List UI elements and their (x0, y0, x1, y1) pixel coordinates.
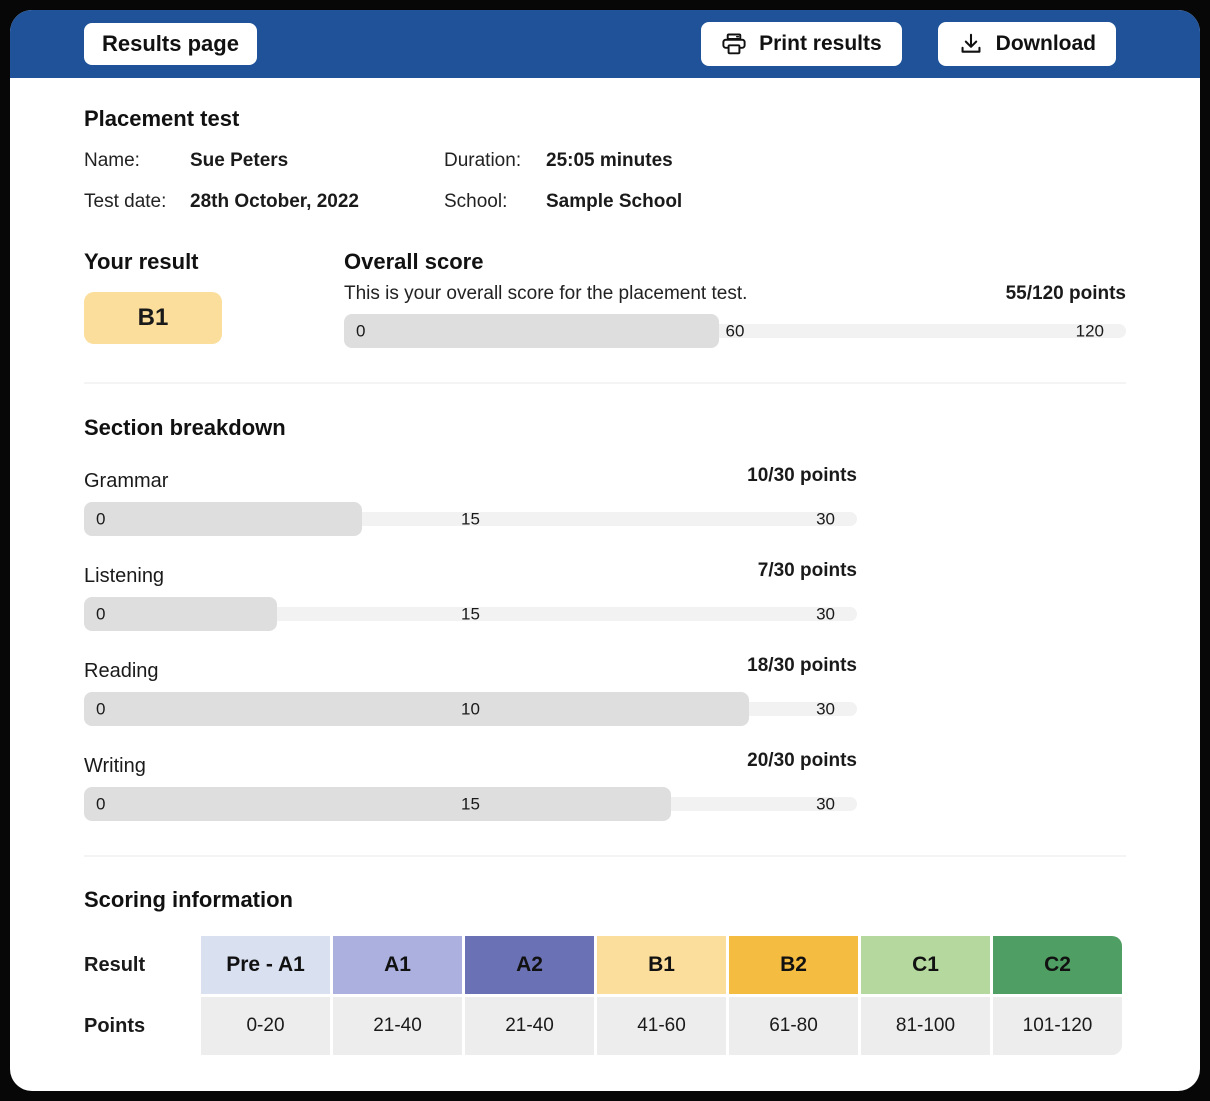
section-bar-mid-label: 10 (461, 699, 480, 719)
points-cell: 101-120 (993, 997, 1122, 1055)
section-bar-min-label: 0 (96, 604, 106, 624)
section-points-value: 20/30 points (747, 750, 857, 771)
duration-value: 25:05 minutes (546, 150, 673, 171)
result-cell: A2 (465, 936, 594, 994)
points-cell: 0-20 (201, 997, 330, 1055)
section-bar-mid-label: 15 (461, 604, 480, 624)
section-bar-max-label: 30 (816, 509, 835, 529)
section-score-block: Grammar 10/30 points 0 15 30 (84, 465, 857, 536)
points-cell: 21-40 (465, 997, 594, 1055)
header-actions: Print results Download (701, 22, 1116, 66)
section-bar-fill (84, 692, 749, 726)
section-score-block: Writing 20/30 points 0 15 30 (84, 750, 857, 821)
section-score-bar: 0 10 30 (84, 692, 857, 726)
section-bar-max-label: 30 (816, 604, 835, 624)
section-name: Reading (84, 660, 159, 682)
overall-score-bar: 0 60 120 (344, 314, 1126, 348)
section-name: Listening (84, 565, 165, 587)
overall-bar-min-label: 0 (356, 321, 366, 341)
school-label: School: (444, 191, 508, 212)
download-label: Download (995, 32, 1096, 55)
result-cell: Pre - A1 (201, 936, 330, 994)
section-score-block: Reading 18/30 points 0 10 30 (84, 655, 857, 726)
section-score-bar: 0 15 30 (84, 597, 857, 631)
test-date-value: 28th October, 2022 (190, 191, 359, 212)
duration-label: Duration: (444, 150, 522, 171)
overall-score-description: This is your overall score for the place… (344, 283, 748, 304)
section-bar-min-label: 0 (96, 509, 106, 529)
placement-info: Name: Sue Peters Duration: 25:05 minutes… (84, 150, 1126, 213)
section-bar-track (84, 607, 857, 621)
points-cell: 41-60 (597, 997, 726, 1055)
result-cell: B1 (597, 936, 726, 994)
scoring-information-title: Scoring information (84, 887, 293, 912)
result-cell: C1 (861, 936, 990, 994)
overall-bar-fill (344, 314, 720, 348)
overall-bar-mid-label: 60 (725, 321, 745, 341)
result-cell: B2 (729, 936, 858, 994)
results-card: Results page Print results (10, 10, 1200, 1091)
page-title: Results page (84, 23, 257, 65)
your-result-section: Your result B1 (84, 249, 344, 348)
section-bar-max-label: 30 (816, 699, 835, 719)
section-points-value: 7/30 points (757, 560, 857, 581)
section-points-value: 18/30 points (747, 655, 857, 676)
section-bar-mid-label: 15 (461, 509, 480, 529)
scoring-result-row: Result Pre - A1 A1 A2 B1 B2 C1 C2 (84, 936, 1126, 994)
print-results-button[interactable]: Print results (701, 22, 902, 66)
section-bar-mid-label: 15 (461, 794, 480, 814)
download-icon (958, 31, 984, 57)
scoring-table: Result Pre - A1 A1 A2 B1 B2 C1 C2 Points 0-20 2… (84, 936, 1126, 1055)
main-content: Placement test Name: Sue Peters Duration… (10, 78, 1200, 1055)
scoring-points-row: Points 0-20 21-40 21-40 41-60 61-80 81-100 101… (84, 997, 1126, 1055)
download-button[interactable]: Download (937, 22, 1116, 66)
overall-score-title: Overall score (344, 249, 484, 274)
scoring-divider (84, 855, 1126, 857)
points-row-label: Points (84, 1014, 146, 1037)
school-value: Sample School (546, 191, 683, 212)
name-label: Name: (84, 150, 140, 171)
section-bar-min-label: 0 (96, 699, 106, 719)
section-bar-fill (84, 787, 672, 821)
overall-score-subline: This is your overall score for the place… (344, 283, 1126, 305)
overall-points-value: 55/120 points (1005, 283, 1126, 304)
placement-test-title: Placement test (84, 106, 240, 131)
print-results-label: Print results (759, 32, 882, 55)
overall-score-section: Overall score This is your overall score… (344, 249, 1126, 348)
section-name: Writing (84, 755, 146, 777)
section-name: Grammar (84, 470, 169, 492)
header-bar: Results page Print results (10, 10, 1200, 78)
section-bar-fill (84, 502, 363, 536)
section-bar-fill (84, 597, 278, 631)
your-result-title: Your result (84, 249, 199, 274)
result-level-badge: B1 (84, 292, 222, 344)
section-bar-min-label: 0 (96, 794, 106, 814)
result-row-label: Result (84, 953, 146, 976)
printer-icon (721, 31, 747, 57)
section-divider (84, 382, 1126, 384)
section-score-block: Listening 7/30 points 0 15 30 (84, 560, 857, 631)
points-cell: 81-100 (861, 997, 990, 1055)
points-cell: 61-80 (729, 997, 858, 1055)
section-score-bar: 0 15 30 (84, 502, 857, 536)
result-cell: C2 (993, 936, 1122, 994)
section-breakdown-list: Grammar 10/30 points 0 15 30 Listening 7… (84, 465, 1126, 821)
section-bar-max-label: 30 (816, 794, 835, 814)
points-cell: 21-40 (333, 997, 462, 1055)
name-value: Sue Peters (190, 150, 289, 171)
result-overview: Your result B1 Overall score This is you… (84, 249, 1126, 348)
section-points-value: 10/30 points (747, 465, 857, 486)
overall-bar-max-label: 120 (1075, 321, 1104, 341)
section-score-bar: 0 15 30 (84, 787, 857, 821)
test-date-label: Test date: (84, 191, 167, 212)
result-cell: A1 (333, 936, 462, 994)
section-breakdown-title: Section breakdown (84, 415, 286, 440)
